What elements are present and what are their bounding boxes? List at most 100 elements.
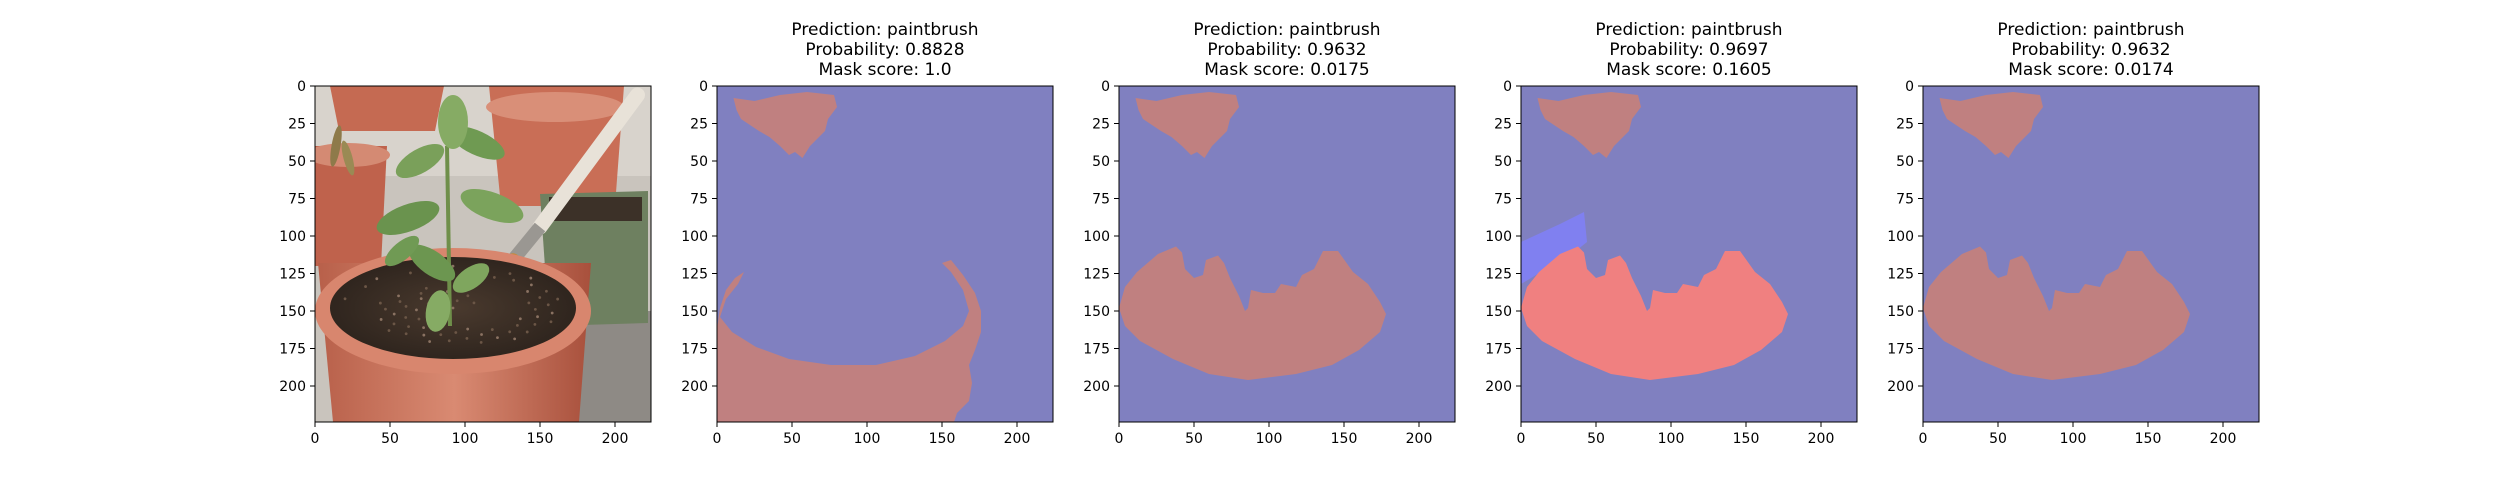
- x-tick-label: 50: [783, 431, 801, 447]
- x-tick-label: 50: [1989, 431, 2007, 447]
- y-tick-label: 150: [1887, 304, 1914, 320]
- x-tick-label: 0: [1517, 431, 1526, 447]
- panel-title-line: Probability: 0.9697: [1609, 40, 1768, 60]
- y-tick-label: 100: [1083, 229, 1110, 245]
- x-tick-label: 100: [452, 431, 479, 447]
- mask-region-top: [733, 92, 837, 158]
- y-tick-label: 175: [1485, 342, 1512, 358]
- x-tick-label: 50: [1587, 431, 1605, 447]
- x-tick-label: 200: [602, 431, 629, 447]
- x-tick-label: 150: [1733, 431, 1760, 447]
- x-tick-label: 0: [311, 431, 320, 447]
- x-tick-label: 150: [2135, 431, 2162, 447]
- x-tick-label: 200: [1406, 431, 1433, 447]
- panel-title-line: Probability: 0.9632: [1207, 40, 1366, 60]
- y-tick-label: 125: [279, 267, 306, 283]
- mask-region-ring: [717, 260, 981, 422]
- axes-frame: [1520, 85, 1858, 423]
- x-tick-label: 100: [854, 431, 881, 447]
- panel-mask-1: 0 50 100 150 200 0 25 50 75 100 125 150 175 200 Predic…: [681, 20, 1054, 447]
- y-tick-label: 200: [681, 379, 708, 395]
- y-tick-label: 175: [681, 342, 708, 358]
- y-tick-label: 100: [279, 229, 306, 245]
- y-tick-label: 150: [279, 304, 306, 320]
- y-tick-label: 175: [1083, 342, 1110, 358]
- mask-image: [1521, 86, 1857, 422]
- y-tick-label: 125: [681, 267, 708, 283]
- y-tick-label: 200: [1083, 379, 1110, 395]
- mask-image: [1923, 86, 2259, 422]
- y-tick-label: 50: [690, 154, 708, 170]
- axes-frame: [716, 85, 1054, 423]
- mask-region-top: [1537, 92, 1641, 158]
- panel-source-photo: 0 50 100 150 200 0 25 50 75 100 125 150 175 200: [279, 79, 652, 447]
- panel-title-line: Mask score: 1.0: [818, 60, 951, 80]
- y-tick-label: 75: [690, 192, 708, 208]
- x-tick-label: 200: [2210, 431, 2237, 447]
- mask-region-top: [1135, 92, 1239, 158]
- x-tick-label: 50: [1185, 431, 1203, 447]
- panel-title-line: Probability: 0.8828: [805, 40, 964, 60]
- x-tick-label: 100: [2060, 431, 2087, 447]
- y-tick-label: 150: [1083, 304, 1110, 320]
- panel-title-line: Prediction: paintbrush: [1193, 20, 1380, 40]
- y-tick-label: 0: [1101, 79, 1110, 95]
- mask-region-blue: [1521, 212, 1587, 284]
- mask-region-top: [1939, 92, 2043, 158]
- panel-title-line: Mask score: 0.0175: [1204, 60, 1369, 80]
- y-tick-label: 50: [288, 154, 306, 170]
- panel-title-line: Prediction: paintbrush: [1595, 20, 1782, 40]
- y-tick-label: 0: [1905, 79, 1914, 95]
- panel-title-line: Prediction: paintbrush: [1997, 20, 2184, 40]
- y-tick-label: 75: [288, 192, 306, 208]
- y-tick-label: 0: [297, 79, 306, 95]
- y-tick-label: 100: [1887, 229, 1914, 245]
- y-tick-label: 125: [1485, 267, 1512, 283]
- y-tick-label: 175: [1887, 342, 1914, 358]
- panel-mask-2: 0 50 100 150 200 0 25 50 75 100 125 150 175 200 Predic…: [1083, 20, 1456, 447]
- y-tick-label: 150: [681, 304, 708, 320]
- x-tick-label: 0: [713, 431, 722, 447]
- y-tick-label: 200: [1485, 379, 1512, 395]
- panel-mask-3: 0 50 100 150 200 0 25 50 75 100 125 150 175 200 Predic…: [1485, 20, 1858, 447]
- y-tick-label: 125: [1083, 267, 1110, 283]
- y-tick-label: 0: [699, 79, 708, 95]
- y-tick-label: 25: [1494, 117, 1512, 133]
- y-tick-label: 100: [681, 229, 708, 245]
- y-tick-label: 75: [1494, 192, 1512, 208]
- y-tick-label: 75: [1896, 192, 1914, 208]
- y-tick-label: 25: [1092, 117, 1110, 133]
- mask-image: [717, 86, 1053, 422]
- y-tick-label: 25: [690, 117, 708, 133]
- y-tick-label: 150: [1485, 304, 1512, 320]
- axes-frame: [1118, 85, 1456, 423]
- x-tick-label: 50: [381, 431, 399, 447]
- panel-title-line: Mask score: 0.1605: [1606, 60, 1771, 80]
- x-tick-label: 0: [1115, 431, 1124, 447]
- x-tick-label: 150: [1331, 431, 1358, 447]
- y-tick-label: 175: [279, 342, 306, 358]
- mask-image: [1119, 86, 1455, 422]
- mask-region-bowl: [1521, 246, 1788, 380]
- x-tick-label: 100: [1658, 431, 1685, 447]
- panel-title-line: Mask score: 0.0174: [2008, 60, 2173, 80]
- y-tick-label: 200: [1887, 379, 1914, 395]
- axes-frame: [1922, 85, 2260, 423]
- y-tick-label: 125: [1887, 267, 1914, 283]
- x-tick-label: 200: [1808, 431, 1835, 447]
- source-photo: [315, 86, 651, 422]
- x-tick-label: 0: [1919, 431, 1928, 447]
- axes-frame: [314, 85, 652, 423]
- panel-title-line: Prediction: paintbrush: [791, 20, 978, 40]
- y-tick-label: 0: [1503, 79, 1512, 95]
- y-tick-label: 50: [1092, 154, 1110, 170]
- panel-title-line: Probability: 0.9632: [2011, 40, 2170, 60]
- x-tick-label: 100: [1256, 431, 1283, 447]
- y-tick-label: 50: [1896, 154, 1914, 170]
- y-tick-label: 50: [1494, 154, 1512, 170]
- y-tick-label: 25: [1896, 117, 1914, 133]
- x-tick-label: 150: [527, 431, 554, 447]
- panel-mask-4: 0 50 100 150 200 0 25 50 75 100 125 150 175 200 Predic…: [1887, 20, 2260, 447]
- y-tick-label: 200: [279, 379, 306, 395]
